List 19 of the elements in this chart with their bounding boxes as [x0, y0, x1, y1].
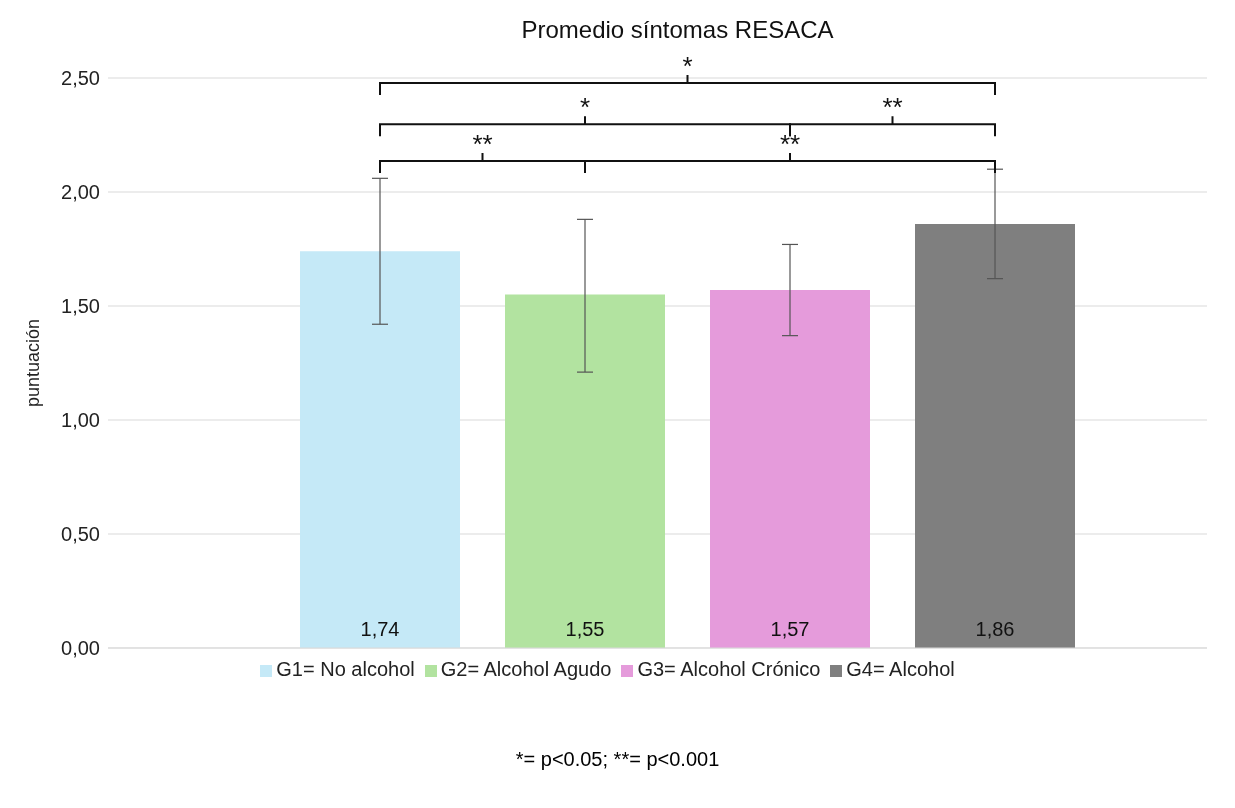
- legend-label: G3= Alcohol Crónico: [637, 658, 821, 680]
- y-tick-label: 2,00: [61, 181, 100, 204]
- y-tick-label: 0,50: [61, 523, 100, 546]
- y-tick-label: 1,50: [61, 295, 100, 318]
- legend-label: G1= No alcohol: [276, 658, 415, 680]
- legend-label: G4= Alcohol: [846, 658, 955, 680]
- data-label: 1,74: [360, 618, 400, 640]
- data-label: 1,55: [565, 618, 605, 640]
- annotation: *: [682, 50, 693, 81]
- legend-label: G2= Alcohol Agudo: [440, 658, 612, 680]
- data-label: 1,57: [770, 618, 810, 640]
- text: *= p<0.05; **= p<0.001: [514, 748, 721, 771]
- chart-title: Promedio síntomas RESACA: [521, 16, 834, 43]
- y-tick-label: 2,50: [61, 67, 100, 90]
- y-axis-title: puntuación: [23, 318, 44, 408]
- y-tick-label: 1,00: [61, 409, 100, 432]
- data-label: 1,86: [975, 618, 1015, 640]
- y-tick-label: 0,00: [61, 637, 100, 660]
- bracket: *: [379, 50, 996, 96]
